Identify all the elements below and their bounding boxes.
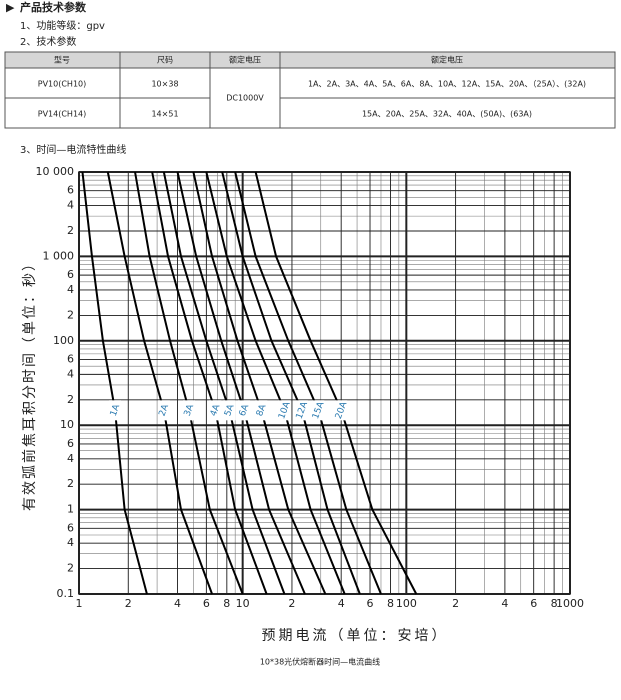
table-header: 型号 [54,56,70,65]
curve [234,171,382,595]
y-tick-label: 2 [67,562,74,575]
curve-label-bg [312,400,325,421]
table-cell: DC1000V [226,94,264,103]
table-header-bg [5,52,615,68]
item: 1、功能等级：gpv [20,19,105,32]
y-tick-label: 6 [67,268,74,281]
x-tick-label: 2 [125,597,132,610]
x-tick-label: 4 [338,597,345,610]
y-tick-label: 2 [67,393,74,406]
y-tick-label: 6 [67,437,74,450]
curve [134,171,244,595]
table-cell: PV10(CH10) [38,80,87,89]
item: 2、技术参数 [20,35,76,48]
x-tick-label: 6 [367,597,374,610]
curve-label-bg [109,400,122,421]
table-header: 额定电压 [229,55,261,65]
y-tick-label: 4 [67,536,74,549]
y-tick-label: 4 [67,367,74,380]
y-tick-label: 2 [67,477,74,490]
curve-label: 3A [183,402,197,417]
curve-label-bg [335,400,348,421]
y-tick-label: 4 [67,452,74,465]
curve-label: 4A [209,402,223,417]
x-tick-label: 4 [501,597,508,610]
y-tick-label: 4 [67,199,74,212]
x-tick-label: 8 [223,597,230,610]
chart-caption: 10*38光伏熔断器时间—电流曲线 [260,657,380,667]
table-cell: 14×51 [151,110,178,119]
y-tick-label: 6 [67,184,74,197]
y-tick-label: 2 [67,224,74,237]
table-cell: 10×38 [151,80,178,89]
section-title: 产品技术参数 [20,0,87,14]
y-tick-label: 100 [53,334,74,347]
curve-label-bg [255,400,268,421]
curve [162,171,286,595]
curve-label: 8A [255,402,269,417]
curve-label: 6A [238,402,252,417]
curve [205,171,346,595]
x-tick-label: 8 [387,597,394,610]
table-header: 尺码 [157,56,173,65]
x-axis-label: 预期电流（单位：安培） [262,628,449,644]
table-cell: 1A、2A、3A、4A、5A、6A、8A、10A、12A、15A、20A、（25… [308,80,586,89]
x-tick-label: 100 [396,597,417,610]
x-tick-label: 6 [530,597,537,610]
y-axis-label: 有效弧前焦耳积分时间（单位：秒） [21,255,38,511]
curve-label-bg [295,400,308,421]
bullet: ▶ [6,1,15,14]
curve [176,171,306,595]
plot-frame [78,171,571,595]
curve-label-bg [157,400,170,421]
table-lines [4,51,616,129]
curve-label-bg [238,400,251,421]
curve [192,171,327,595]
curve-label-bg [278,400,291,421]
curve-label: 1A [109,402,123,417]
table-cell: 15A、20A、25A、32A、40A、(50A)、(63A) [362,110,532,119]
table-cell: PV14(CH14) [38,110,87,119]
y-tick-label: 6 [67,521,74,534]
table-header: 额定电压 [431,55,463,65]
curve [151,171,268,595]
curve-label-bg [209,400,222,421]
y-tick-label: 0.1 [57,587,75,600]
x-tick-label: 1 [76,597,83,610]
curve [106,171,213,595]
y-tick-label: 1 [67,503,74,516]
curve [81,171,148,595]
curve-label-bg [183,400,196,421]
curve [221,171,361,595]
y-tick-label: 10 000 [36,165,75,178]
curve-label: 2A [158,402,172,417]
y-tick-label: 6 [67,353,74,366]
x-tick-label: 10 [236,597,250,610]
y-tick-label: 4 [67,283,74,296]
x-tick-label: 2 [288,597,295,610]
x-tick-label: 2 [452,597,459,610]
y-tick-label: 1 000 [43,249,75,262]
x-tick-label: 4 [174,597,181,610]
y-tick-label: 10 [60,418,74,431]
curve [254,171,418,595]
x-tick-label: 1000 [556,597,584,610]
curve-label: 5A [223,402,237,417]
item: 3、时间—电流特性曲线 [20,143,126,156]
x-tick-label: 6 [203,597,210,610]
y-tick-label: 2 [67,308,74,321]
curve-label-bg [223,400,236,421]
x-tick-label: 8 [551,597,558,610]
